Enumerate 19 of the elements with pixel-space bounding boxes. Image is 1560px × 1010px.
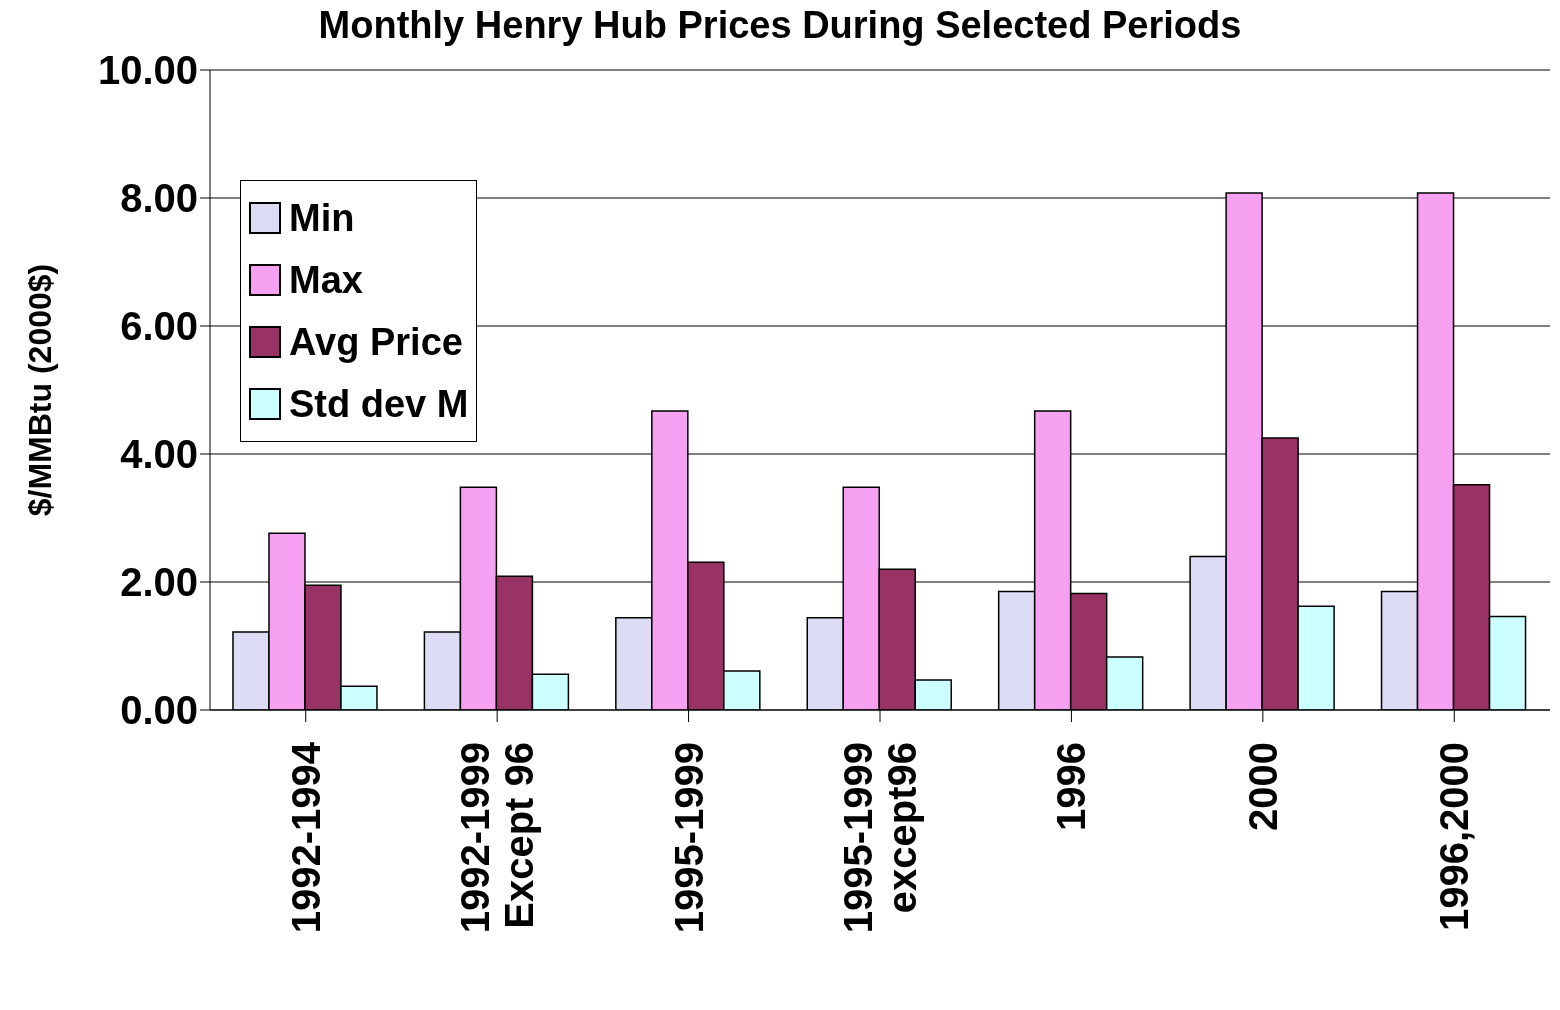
x-tick-label: 2000 (1240, 742, 1285, 831)
y-tick-label: 10.00 (97, 48, 198, 93)
y-tick-label: 6.00 (120, 304, 198, 349)
y-tick-label: 2.00 (120, 560, 198, 605)
x-tick-label: 1992-1999 Except 96 (453, 742, 542, 934)
x-tick-label: 1995-1999 except96 (836, 742, 924, 934)
y-tick-label: 4.00 (120, 432, 198, 477)
legend-label: Std dev M (289, 382, 469, 426)
y-tick-label: 0.00 (120, 688, 198, 733)
x-tick-label: 1996,2000 (1432, 742, 1477, 932)
x-tick-label: 1995-1999 (666, 742, 711, 934)
y-tick-label: 8.00 (120, 176, 198, 221)
x-tick-label: 1996 (1049, 742, 1094, 831)
x-tick-label: 1992-1994 (283, 741, 328, 934)
y-axis-title: $/MMBtu (2000$) (22, 263, 59, 517)
legend-label: Avg Price (289, 320, 463, 364)
legend-label: Min (289, 196, 355, 240)
legend-label: Max (289, 258, 363, 302)
chart-title: Monthly Henry Hub Prices During Selected Periods (317, 4, 1243, 47)
